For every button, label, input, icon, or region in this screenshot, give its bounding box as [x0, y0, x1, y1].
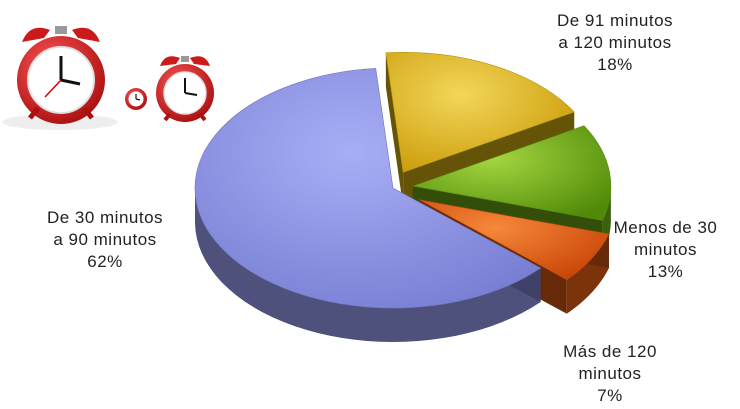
slice-label-mas-120: Más de 120 minutos 7%	[563, 342, 657, 405]
slice-30-90-side	[195, 189, 541, 342]
alarm-clocks-icon	[2, 26, 214, 130]
slice-label-menos-30: Menos de 30 minutos 13%	[613, 218, 718, 281]
slice-menos-30	[411, 125, 612, 221]
slice-label-30-90: De 30 minutos a 90 minutos 62%	[46, 208, 164, 271]
tiny-alarm-clock-icon	[125, 88, 147, 110]
slice-91-120	[385, 52, 575, 173]
slice-mas-120	[419, 199, 610, 281]
slice-label-91-120: De 91 minutos a 120 minutos 18%	[556, 11, 674, 74]
medium-alarm-clock-icon	[156, 56, 214, 122]
slice-91-120-face-0	[385, 52, 404, 207]
large-alarm-clock-icon	[17, 26, 105, 124]
slice-30-90	[194, 68, 542, 309]
